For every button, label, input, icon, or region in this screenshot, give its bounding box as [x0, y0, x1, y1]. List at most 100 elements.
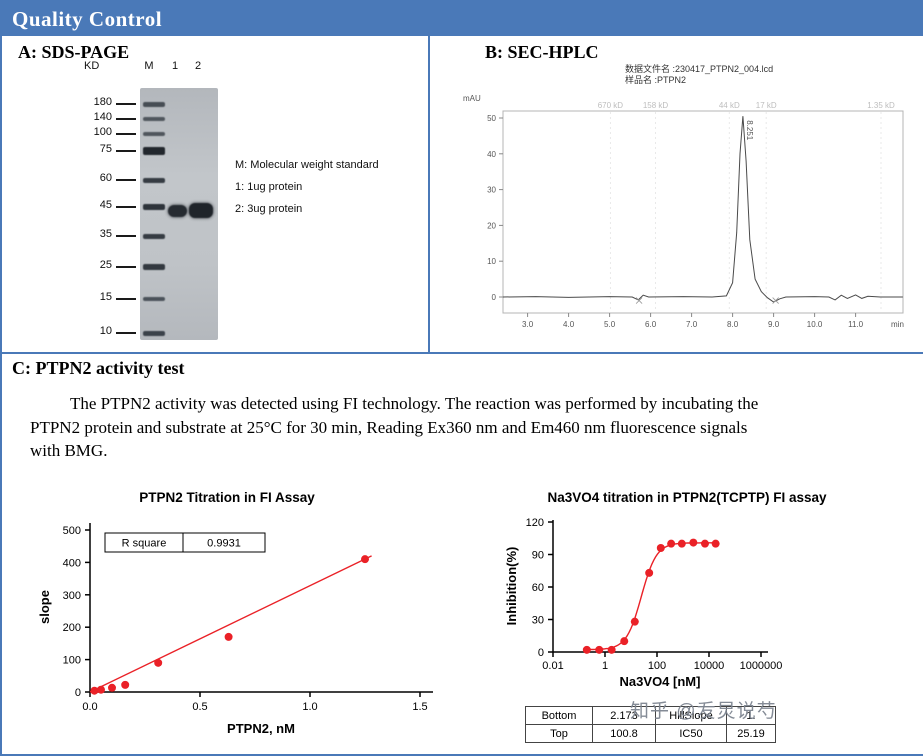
y-tick-label: 90 [532, 550, 544, 562]
dose-response-chart: 0 30 60 90 120 0.01 1 100 10000 1000000 Na3VO4 [nM… [504, 517, 783, 689]
x-tick-label: 100 [648, 660, 666, 672]
y-tick-label: 30 [487, 186, 496, 195]
table-cell-hillslope-label: HillSlope [655, 706, 727, 725]
x-tick-label: 0.01 [542, 660, 563, 672]
x-axis-label: Na3VO4 [nM] [620, 674, 701, 689]
gel-ladder-band [143, 132, 165, 136]
mw-marker-tick [116, 179, 136, 181]
y-tick-label: 300 [63, 590, 81, 602]
y-tick-label: 10 [487, 257, 496, 266]
gel-band-lane1 [168, 205, 187, 217]
y-tick-label: 60 [532, 582, 544, 594]
legend-box [104, 532, 266, 553]
y-tick-label: 0 [492, 293, 497, 302]
data-point [656, 544, 665, 553]
x-tick-label: 9.0 [768, 320, 780, 329]
y-tick-label: 0 [75, 687, 81, 699]
x-tick-label: 4.0 [563, 320, 575, 329]
y-tick-label: 400 [63, 557, 81, 569]
mw-marker-label: 100 [93, 126, 112, 138]
titration-chart-title: PTPN2 Titration in FI Assay [139, 490, 315, 505]
gel-ladder-band [143, 204, 165, 210]
chromatogram-trace [502, 116, 903, 303]
table-row: Top 100.8 IC50 25.19 [525, 724, 776, 743]
table-cell-top-value: 100.8 [592, 724, 656, 743]
panel-c-title: C: PTPN2 activity test [12, 358, 185, 378]
sec-data-file-name: 数据文件名 :230417_PTPN2_004.lcd [625, 64, 774, 74]
x-tick-label: 6.0 [645, 320, 657, 329]
legend-label: R square [122, 538, 167, 550]
fit-line [89, 555, 372, 693]
data-point [677, 539, 686, 548]
table-cell-top-label: Top [525, 724, 593, 743]
gel-ladder-band [143, 233, 165, 239]
mw-marker-label: 180 [93, 96, 112, 108]
y-axis-label: Inhibition(%) [504, 547, 519, 626]
data-point [582, 645, 591, 654]
data-point [90, 686, 99, 695]
x-tick-label: 11.0 [848, 320, 864, 329]
mw-marker-label: 45 [99, 199, 112, 211]
x-tick-label: 0.5 [192, 701, 207, 713]
data-point [645, 568, 654, 577]
gel-legend-m: M: Molecular weight standard [235, 159, 379, 171]
sec-sample-name: 样品名 :PTPN2 [625, 75, 687, 85]
y-tick-label: 40 [487, 150, 496, 159]
panel-a-title: A: SDS-PAGE [18, 42, 130, 62]
plot-frame [502, 110, 904, 314]
gel-ladder-band [143, 117, 165, 121]
y-tick-label: 30 [532, 615, 544, 627]
table-row: Bottom 2.173 HillSlope 1. [525, 706, 776, 725]
top-row: A: SDS-PAGE KD M 1 2 M: Molecular weight… [2, 36, 923, 354]
mw-marker-label: 75 [99, 143, 112, 155]
data-point [121, 680, 130, 689]
mw-marker-text: 670 kD [598, 101, 624, 110]
titration-chart: 0 100 200 300 400 500 0.0 0.5 1.0 1.5 R square 0.99… [37, 523, 433, 736]
data-point [97, 685, 105, 694]
table-cell-ic50-label: IC50 [655, 724, 727, 743]
data-point [620, 637, 629, 646]
lane-label-2: 2 [194, 60, 202, 72]
mw-marker-tick [116, 150, 136, 152]
integration-mark [635, 297, 643, 304]
x-tick-label: 10000 [694, 660, 725, 672]
data-point [630, 617, 639, 626]
kd-header: KD [84, 60, 100, 72]
panel-sds-page: A: SDS-PAGE KD M 1 2 M: Molecular weight… [2, 36, 430, 352]
gel-ladder-band [143, 330, 165, 336]
y-tick-label: 120 [526, 517, 544, 529]
watermark: 知乎 @叐炅说芍 [630, 701, 777, 722]
data-point [607, 645, 616, 654]
mw-marker-tick [116, 103, 136, 105]
gel-ladder-band [143, 177, 165, 183]
panel-activity-test: C: PTPN2 activity test The PTPN2 activit… [2, 354, 923, 752]
y-tick-label: 100 [63, 655, 81, 667]
x-tick-label: 5.0 [604, 320, 616, 329]
x-tick-label: 1.5 [412, 701, 427, 713]
peak-retention-time: 8.251 [745, 120, 754, 141]
mw-marker-text: 1.35 kD [867, 101, 895, 110]
lane-label-1: 1 [171, 60, 179, 72]
activity-description: The PTPN2 activity was detected using FI… [30, 394, 759, 460]
data-point [700, 539, 709, 548]
data-point [108, 683, 116, 692]
mw-marker-text: 158 kD [643, 101, 669, 110]
gel-ladder-band [143, 147, 165, 155]
mw-marker-tick [116, 133, 136, 135]
mw-marker-tick [116, 235, 136, 237]
data-point [154, 658, 163, 667]
panel-sec-hplc: B: SEC-HPLC 数据文件名 :230417_PTPN2_004.lcd … [430, 36, 923, 352]
data-point [224, 632, 233, 641]
x-tick-label: 7.0 [686, 320, 698, 329]
x-tick-label: 8.0 [727, 320, 739, 329]
table-cell-bottom-label: Bottom [525, 706, 593, 725]
mw-marker-label: 25 [99, 259, 112, 271]
x-tick-label: 10.0 [807, 320, 823, 329]
x-tick-label: 0.0 [82, 701, 97, 713]
fit-results-table: Bottom 2.173 HillSlope 1. Top 100.8 IC50… [525, 706, 776, 743]
x-tick-label: 1000000 [740, 660, 783, 672]
y-tick-label: 0 [538, 647, 544, 659]
mw-marker-label: 60 [99, 172, 112, 184]
data-point [667, 539, 676, 548]
gel-ladder-band [143, 297, 165, 301]
